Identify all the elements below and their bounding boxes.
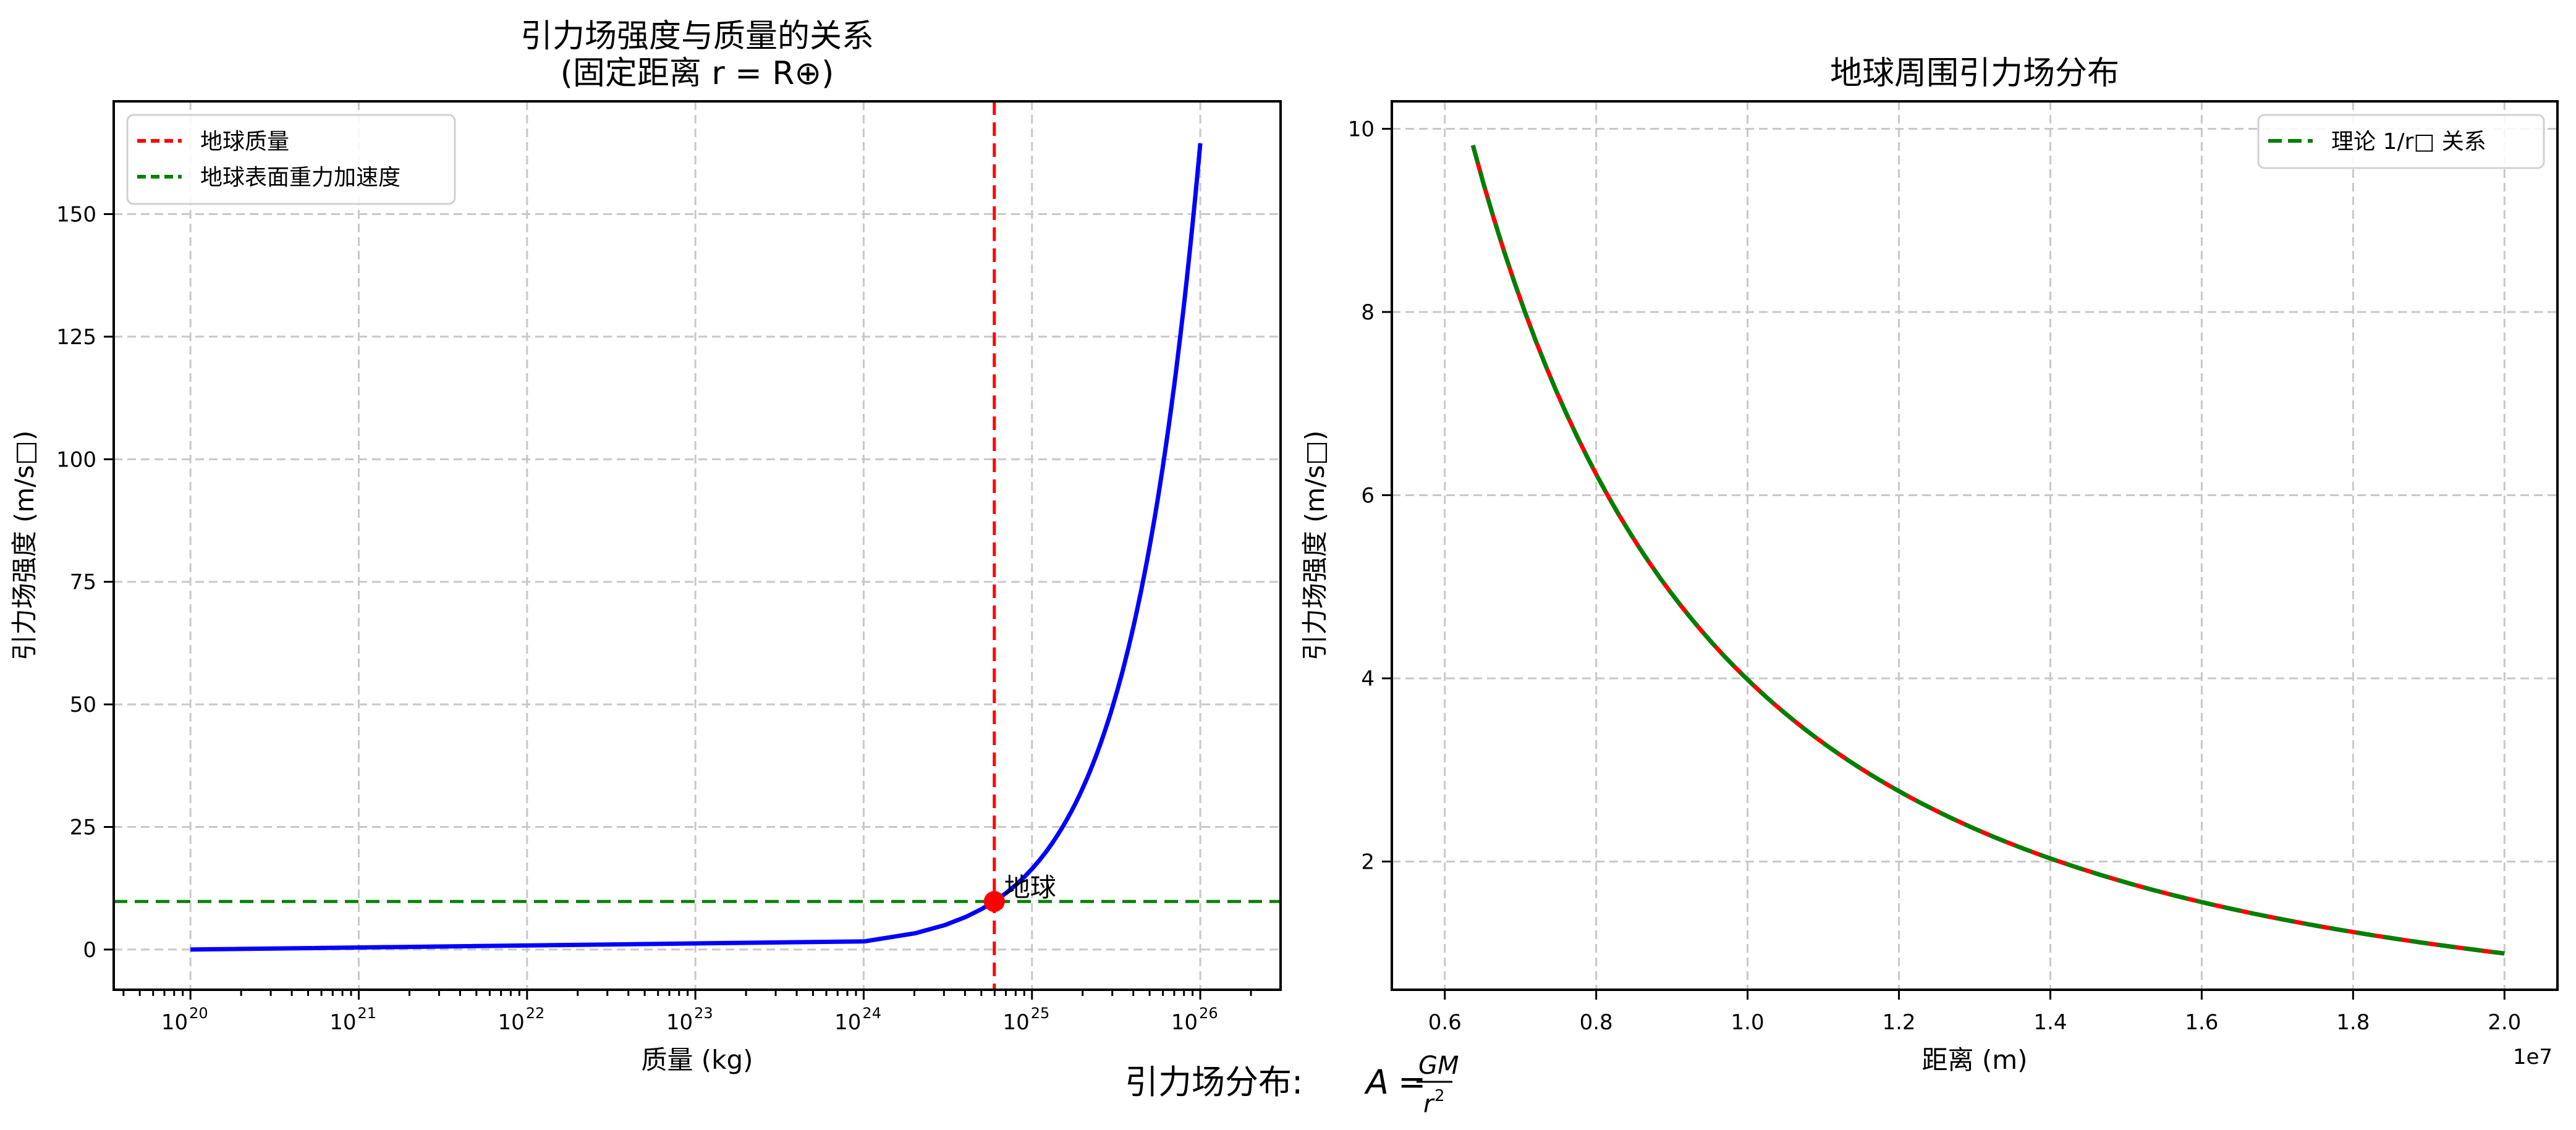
chart-title: 引力场强度与质量的关系: [520, 18, 874, 55]
x-axis-label: 质量 (kg): [641, 1045, 753, 1075]
x-tick-label: 10: [161, 1010, 188, 1035]
x-tick-exponent: 22: [526, 1005, 545, 1022]
figure-suptitle: 引力场分布: A = GM r 2: [1125, 1052, 1459, 1118]
x-tick-exponent: 24: [862, 1005, 881, 1022]
legend: 理论 1/r□ 关系: [2257, 114, 2545, 169]
series-line: [1470, 145, 2505, 956]
x-tick-label: 10: [1002, 1010, 1029, 1035]
y-tick-label: 4: [1361, 667, 1375, 691]
x-tick-label: 1.4: [2033, 1010, 2067, 1035]
y-axis-ticks: 0 25 50 75 100 125 150: [56, 203, 114, 963]
suptitle-denominator: r: [1423, 1090, 1435, 1118]
series-line: [190, 143, 1203, 952]
x-tick-label: 0.8: [1580, 1010, 1613, 1035]
y-tick-label: 10: [1348, 117, 1375, 141]
suptitle-numerator: GM: [1418, 1052, 1459, 1080]
y-tick-label: 75: [70, 570, 96, 595]
y-tick-label: 2: [1361, 850, 1375, 874]
legend-item: 地球表面重力加速度: [137, 165, 400, 190]
x-tick-label: 0.6: [1428, 1010, 1462, 1035]
y-axis-ticks: 2 4 6 8 10: [1348, 117, 1392, 874]
x-tick-label: 10: [329, 1010, 356, 1035]
plot-area: [1470, 145, 2505, 956]
suptitle-lhs: A: [1364, 1063, 1389, 1102]
y-axis-label: 引力场强度 (m/s□): [1300, 431, 1330, 661]
legend-item: 地球质量: [137, 129, 289, 154]
y-tick-label: 150: [56, 203, 96, 227]
x-axis-ticks: 10 20 10 21 10 22 10 23 10 24 10 25 10 26: [161, 990, 1218, 1035]
x-axis-label: 距离 (m): [1921, 1045, 2027, 1075]
legend-label: 地球表面重力加速度: [200, 165, 400, 190]
series-line: [1470, 145, 2505, 956]
x-tick-exponent: 21: [357, 1005, 376, 1022]
x-tick-label: 1.6: [2185, 1010, 2218, 1035]
x-tick-exponent: 23: [694, 1005, 713, 1022]
suptitle-text: 引力场分布:: [1125, 1063, 1303, 1102]
earth-marker: [983, 891, 1005, 913]
earth-annotation: 地球: [1004, 872, 1056, 903]
x-tick-exponent: 26: [1199, 1005, 1218, 1022]
x-tick-label: 10: [666, 1010, 693, 1035]
suptitle-denominator-exponent: 2: [1434, 1087, 1445, 1105]
y-tick-label: 8: [1361, 300, 1375, 325]
distance-vs-field-chart: 0.6 0.8 1.0 1.2 1.4 1.6 1.8 2.0 2 4 6 8 10 1e7 距离 (m) 引…: [1300, 55, 2559, 1075]
x-offset-label: 1e7: [2513, 1045, 2553, 1069]
grid-lines: [114, 101, 1281, 990]
y-tick-label: 25: [70, 816, 96, 840]
axes-frame: [112, 100, 1282, 991]
y-tick-label: 100: [56, 447, 96, 472]
x-tick-label: 10: [834, 1010, 861, 1035]
y-tick-label: 0: [83, 938, 96, 963]
x-tick-label: 1.8: [2336, 1010, 2370, 1035]
x-tick-label: 2.0: [2488, 1010, 2521, 1035]
x-axis-ticks: 0.6 0.8 1.0 1.2 1.4 1.6 1.8 2.0: [1428, 990, 2521, 1035]
legend-item: 理论 1/r□ 关系: [2268, 129, 2486, 154]
plot-area: [114, 101, 1281, 990]
legend-label: 理论 1/r□ 关系: [2331, 129, 2486, 154]
chart-title: 地球周围引力场分布: [1830, 55, 2119, 92]
x-tick-label: 10: [498, 1010, 525, 1035]
y-tick-label: 125: [56, 325, 96, 350]
chart-title: (固定距离 r = R⊕): [561, 55, 834, 92]
grid-lines: [1392, 101, 2557, 990]
x-tick-exponent: 20: [189, 1005, 208, 1022]
x-tick-exponent: 25: [1031, 1005, 1050, 1022]
x-tick-label: 10: [1171, 1010, 1198, 1035]
axes-frame: [1391, 100, 2559, 991]
y-axis-label: 引力场强度 (m/s□): [9, 431, 40, 661]
y-tick-label: 50: [70, 693, 96, 717]
x-tick-label: 1.2: [1882, 1010, 1915, 1035]
y-tick-label: 6: [1361, 483, 1375, 508]
legend-label: 地球质量: [200, 129, 289, 154]
x-tick-label: 1.0: [1731, 1010, 1765, 1035]
